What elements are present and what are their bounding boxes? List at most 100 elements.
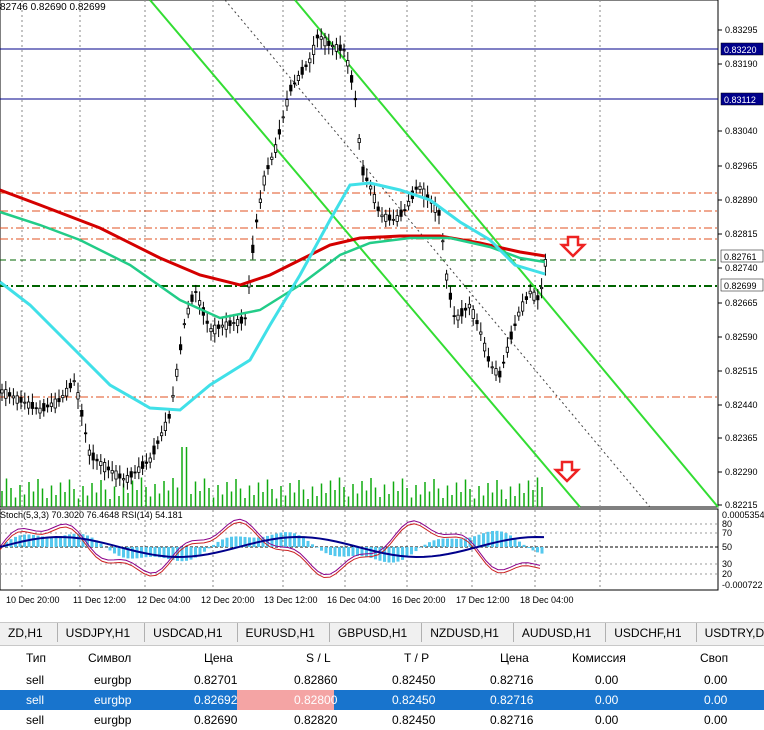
candle-body <box>486 356 491 362</box>
candle-body <box>144 461 148 464</box>
symbol-tab[interactable]: USDCHF,H1 <box>606 623 697 642</box>
candle-body <box>524 296 529 300</box>
cell-type: sell <box>26 713 45 727</box>
candle-body <box>281 116 285 119</box>
candle-body <box>46 404 50 408</box>
channel-line <box>149 0 581 508</box>
order-row[interactable]: sell eurgbp 0.82701 0.82860 0.82450 0.82716 0.… <box>0 670 764 690</box>
candle-body <box>19 397 23 403</box>
price-tick-label: 0.83295 <box>725 25 758 35</box>
candle-body <box>239 316 243 324</box>
time-axis-label: 18 Dec 04:00 <box>520 595 574 605</box>
candle-body <box>273 144 278 153</box>
symbol-tab[interactable]: ZD,H1 <box>0 623 58 642</box>
symbol-tab[interactable]: GBPUSD,H1 <box>330 623 423 642</box>
symbol-tab[interactable]: AUDUSD,H1 <box>514 623 607 642</box>
candle-body <box>30 401 35 409</box>
symbol-tab[interactable]: NZDUSD,H1 <box>422 623 514 642</box>
candle-body <box>99 461 103 466</box>
cell-type: sell <box>26 693 45 707</box>
col-price[interactable]: Цена <box>204 651 233 665</box>
candle-body <box>349 75 354 83</box>
candle-body <box>357 138 361 144</box>
candle-body <box>490 366 494 369</box>
candle-body <box>437 210 441 216</box>
cell-sl: 0.82800 <box>294 693 338 707</box>
candle-body <box>80 409 84 417</box>
candle-body <box>235 319 240 327</box>
candle-body <box>197 300 202 306</box>
candle-body <box>209 328 213 333</box>
candle-body <box>171 394 175 398</box>
cell-symbol: eurgbp <box>94 673 132 687</box>
price-tick-label: 0.82815 <box>725 229 758 239</box>
candle-body <box>300 66 304 75</box>
col-symbol[interactable]: Символ <box>88 651 132 665</box>
candle-body <box>133 471 137 474</box>
candle-body <box>68 382 72 389</box>
candle-body <box>475 320 479 325</box>
price-label: 0.82761 <box>724 252 757 262</box>
cell-tp: 0.82450 <box>392 673 436 687</box>
candle-body <box>122 478 126 481</box>
candle-body <box>463 307 468 311</box>
price-tick-label: 0.83190 <box>725 59 758 69</box>
col-commission[interactable]: Комиссия <box>572 651 626 665</box>
candle-body <box>53 398 57 409</box>
candle-body <box>505 346 510 353</box>
indicator-tick-label: -0.000722 <box>722 580 763 590</box>
symbol-tab[interactable]: USDJPY,H1 <box>58 623 146 642</box>
cell-cur: 0.82716 <box>490 693 534 707</box>
candle-body <box>220 324 224 328</box>
indicator-tick-label: 20 <box>722 569 732 579</box>
order-row[interactable]: sell eurgbp 0.82692 0.82800 0.82450 0.82716 0.… <box>0 690 764 710</box>
candle-body <box>380 214 384 218</box>
candle-body <box>243 317 247 320</box>
candle-body <box>479 331 483 335</box>
rsi-line <box>0 536 545 558</box>
order-row[interactable]: sell eurgbp 0.82690 0.82820 0.82450 0.82716 0.… <box>0 710 764 730</box>
candle-body <box>399 209 403 217</box>
cell-comm: 0.00 <box>595 693 619 707</box>
candle-body <box>289 84 293 92</box>
symbol-tab[interactable]: EURUSD,H1 <box>238 623 330 642</box>
candle-body <box>137 466 141 473</box>
candle-body <box>42 403 46 412</box>
candle-body <box>387 214 392 221</box>
candle-body <box>76 392 80 400</box>
candle-body <box>296 75 301 82</box>
time-axis-label: 12 Dec 20:00 <box>201 595 255 605</box>
candle-body <box>163 421 167 431</box>
price-tick-label: 0.82215 <box>725 500 758 510</box>
price-label: 0.82699 <box>724 281 757 291</box>
time-axis-label: 16 Dec 04:00 <box>327 595 381 605</box>
candle-body <box>361 166 365 176</box>
candle-body <box>471 309 475 320</box>
cell-swap: 0.00 <box>704 673 728 687</box>
candle-body <box>368 185 373 190</box>
candle-body <box>178 344 183 351</box>
candle-body <box>84 432 88 435</box>
price-chart[interactable]: 0.83295 0.83190 0.83040 0.82965 0.82890 0.828… <box>0 0 764 620</box>
candle-body <box>49 402 54 407</box>
indicator-tick-label: 0.0005354 <box>722 510 764 520</box>
cell-type: sell <box>26 673 45 687</box>
cell-price: 0.82692 <box>194 693 238 707</box>
col-type[interactable]: Тип <box>26 651 47 665</box>
col-cur-price[interactable]: Цена <box>500 651 529 665</box>
col-tp[interactable]: T / P <box>404 651 430 665</box>
candle-body <box>129 471 133 478</box>
cell-symbol: eurgbp <box>94 693 132 707</box>
candle-body <box>57 398 61 403</box>
symbol-tab[interactable]: USDCAD,H1 <box>145 623 238 642</box>
candle-body <box>315 34 320 39</box>
candle-body <box>175 368 179 377</box>
time-axis-label: 13 Dec 12:00 <box>264 595 318 605</box>
candle-body <box>228 320 232 326</box>
chart-canvas[interactable]: 0.83295 0.83190 0.83040 0.82965 0.82890 0.828… <box>0 0 764 620</box>
indicator-tick-label: 30 <box>722 559 732 569</box>
channel-midline <box>224 0 651 508</box>
symbol-tab[interactable]: USDTRY,Daily <box>697 623 764 642</box>
col-sl[interactable]: S / L <box>306 651 331 665</box>
col-swap[interactable]: Своп <box>700 651 729 665</box>
